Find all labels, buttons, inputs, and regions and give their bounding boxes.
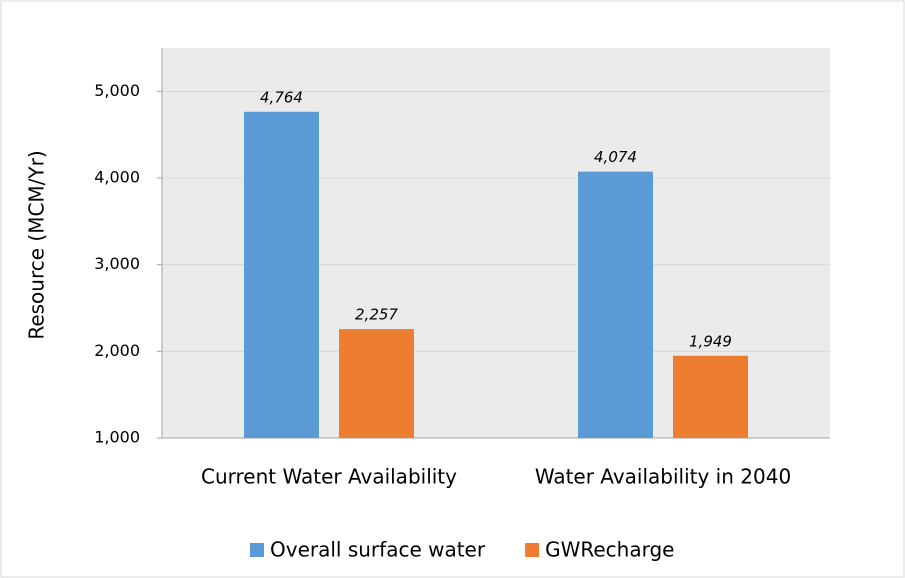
y-tick-label: 4,000 xyxy=(94,168,140,187)
bar xyxy=(673,355,748,438)
value-label: 4,074 xyxy=(594,148,637,166)
y-tick-label: 2,000 xyxy=(94,341,140,360)
value-label: 4,764 xyxy=(260,88,303,106)
legend-swatch xyxy=(525,543,540,557)
legend-label: Overall surface water xyxy=(270,538,486,562)
legend-label: GWRecharge xyxy=(545,538,674,562)
y-tick-label: 1,000 xyxy=(94,428,140,447)
y-axis-label: Resource (MCM/Yr) xyxy=(25,150,49,339)
legend-swatch xyxy=(250,543,264,557)
x-tick-label: Current Water Availability xyxy=(201,465,457,489)
y-tick-label: 3,000 xyxy=(94,254,140,273)
value-label: 2,257 xyxy=(355,306,398,324)
bar xyxy=(578,171,653,438)
x-tick-label: Water Availability in 2040 xyxy=(535,465,791,489)
bar xyxy=(339,329,414,438)
y-tick-label: 5,000 xyxy=(94,81,140,100)
value-label: 1,949 xyxy=(689,332,732,350)
bar xyxy=(244,111,319,438)
